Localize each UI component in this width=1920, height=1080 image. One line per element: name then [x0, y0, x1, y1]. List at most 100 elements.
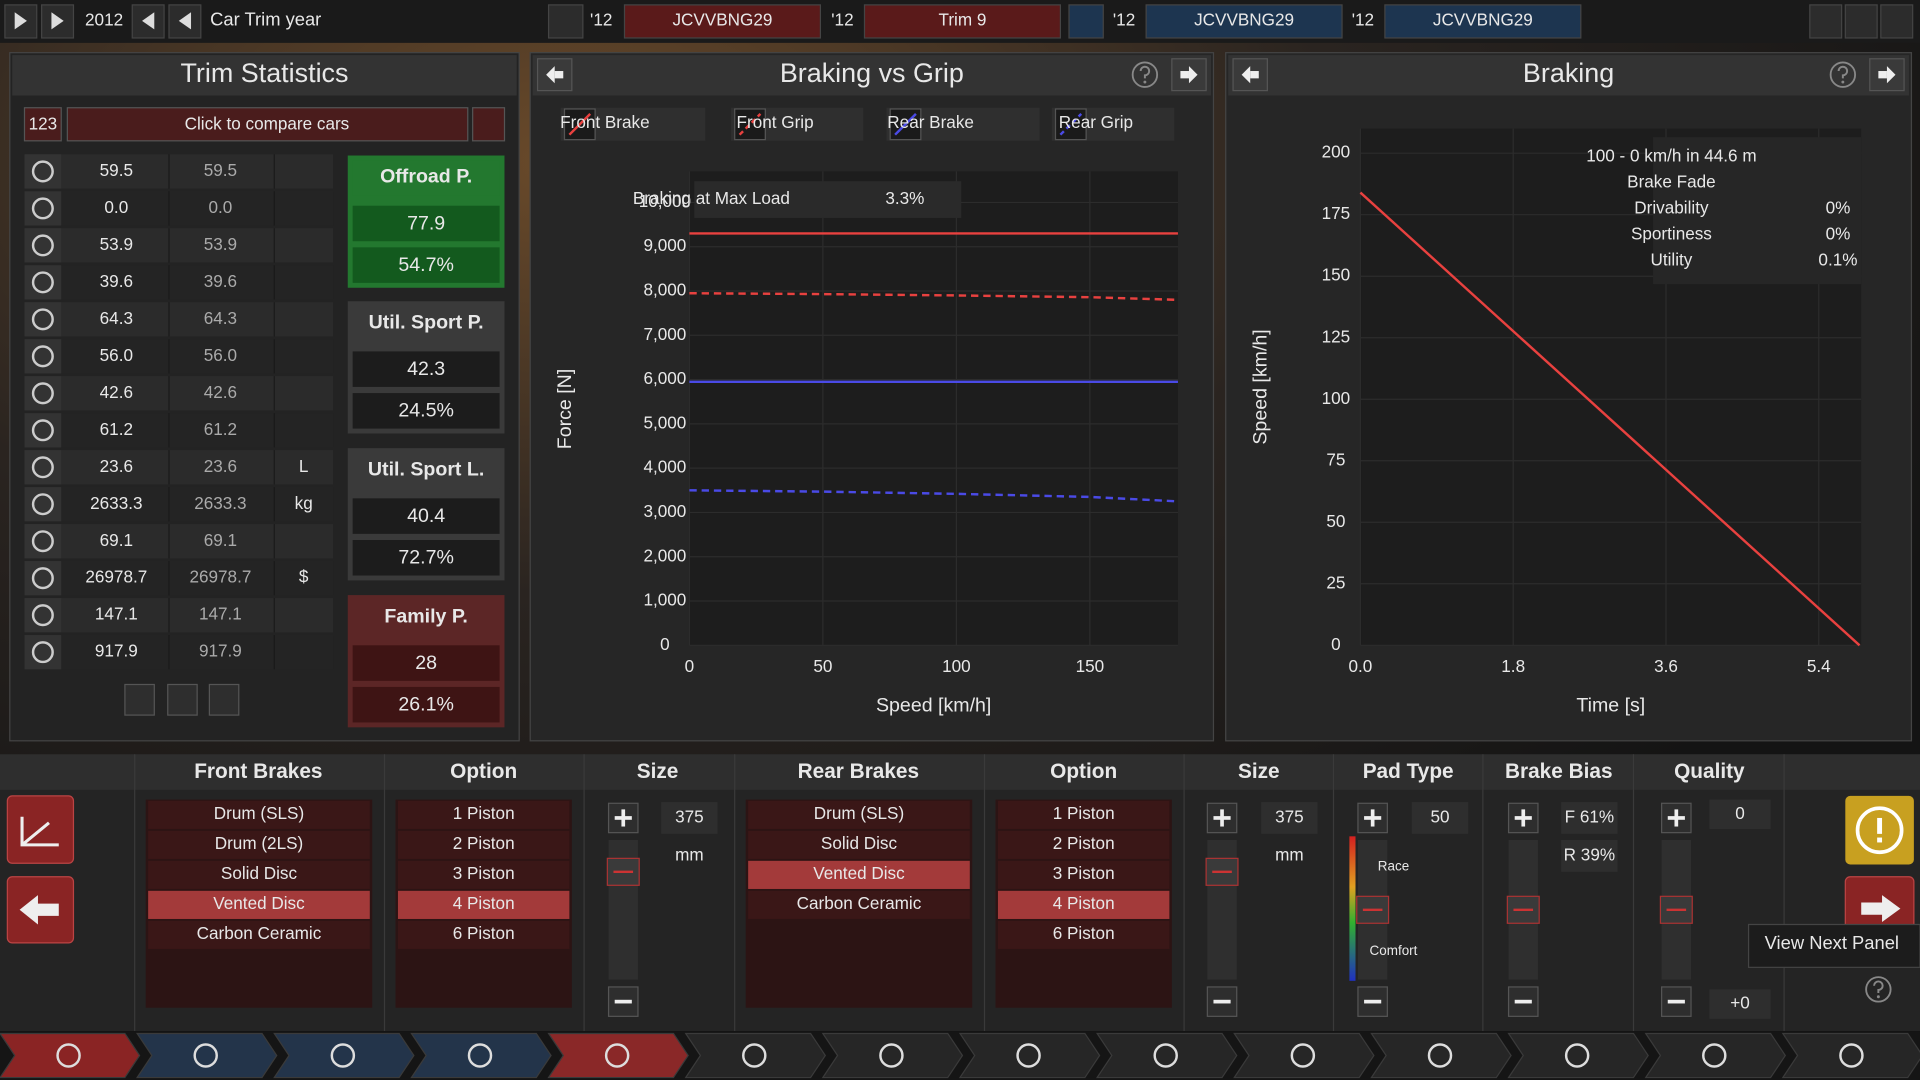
column-header: Size: [637, 760, 679, 783]
option-item[interactable]: [748, 860, 970, 889]
option-label: Carbon Ceramic: [197, 923, 322, 943]
chart-title-bar: [532, 55, 1212, 96]
help-icon[interactable]: [1829, 61, 1857, 88]
nav-tab[interactable]: [1507, 1032, 1649, 1079]
stat-compare: 59.5: [204, 160, 237, 180]
nav-icon: [56, 1043, 81, 1068]
nav-tab[interactable]: [821, 1032, 964, 1079]
minus-button[interactable]: [1661, 986, 1692, 1017]
stat-icon: [31, 271, 54, 294]
option-item[interactable]: [748, 830, 970, 859]
slot-box[interactable]: [1145, 4, 1343, 39]
stat-row: [24, 635, 334, 670]
y-tick-label: 7,000: [643, 324, 686, 344]
stat-icon: [31, 382, 54, 405]
minus-button[interactable]: [1206, 986, 1238, 1017]
help-icon[interactable]: [1131, 61, 1159, 88]
nav-tab[interactable]: [958, 1032, 1101, 1079]
option-item[interactable]: [148, 830, 370, 859]
tool-button[interactable]: [1844, 4, 1878, 39]
stat-tool-button[interactable]: [167, 683, 198, 716]
legend-label: Rear Brake: [887, 112, 974, 132]
nav-icon: [1564, 1043, 1590, 1068]
slot-box[interactable]: [623, 4, 822, 39]
option-item[interactable]: [997, 860, 1170, 889]
option-item[interactable]: [397, 920, 570, 949]
nav-tab[interactable]: [1095, 1032, 1238, 1079]
nav-tab[interactable]: [0, 1032, 141, 1079]
nav-button[interactable]: [4, 4, 38, 39]
option-item[interactable]: [997, 920, 1170, 949]
nav-tab[interactable]: [410, 1032, 552, 1079]
arrow-icon: [1886, 66, 1896, 84]
stat-icon-cell: [24, 561, 62, 596]
compare-icon[interactable]: [472, 107, 506, 142]
stat-value: 64.3: [100, 308, 133, 328]
stat-row: [24, 598, 334, 633]
x-tick-label: 3.6: [1654, 656, 1678, 676]
option-item[interactable]: [997, 890, 1170, 919]
option-item[interactable]: [397, 860, 570, 889]
option-label: Drum (SLS): [814, 803, 904, 823]
nav-tab[interactable]: [1781, 1032, 1920, 1079]
option-item[interactable]: [397, 800, 570, 829]
series-line: [1359, 191, 1861, 647]
option-item[interactable]: [397, 830, 570, 859]
nav-tab[interactable]: [135, 1032, 278, 1079]
option-item[interactable]: [997, 800, 1170, 829]
option-item[interactable]: [748, 800, 970, 829]
slot-icon[interactable]: [547, 4, 584, 39]
slot-box[interactable]: [863, 4, 1062, 39]
nav-tab[interactable]: [1233, 1032, 1375, 1079]
stat-tool-button[interactable]: [208, 683, 240, 716]
info-stat-label: Utility: [1650, 250, 1692, 270]
help-icon[interactable]: [1865, 976, 1892, 1003]
arrow-icon: [14, 12, 27, 30]
option-label: Solid Disc: [221, 863, 298, 883]
option-label: 1 Piston: [453, 803, 515, 823]
stat-icon-cell: [24, 302, 62, 337]
option-label: 6 Piston: [453, 923, 515, 943]
tool-button[interactable]: [1880, 4, 1914, 39]
nav-icon: [742, 1043, 767, 1068]
panel-nav-button[interactable]: [1232, 58, 1268, 92]
column-header: Brake Bias: [1505, 760, 1613, 783]
compare-button[interactable]: [66, 107, 469, 142]
option-item[interactable]: [997, 830, 1170, 859]
stat-tool-button[interactable]: [124, 683, 155, 716]
nav-icon: [1839, 1043, 1864, 1068]
plot-area: [689, 171, 1178, 646]
info-stat-label: Sportiness: [1631, 224, 1712, 244]
nav-tab[interactable]: [684, 1032, 827, 1079]
score-value-box: [352, 205, 500, 242]
slider-handle[interactable]: [606, 857, 640, 886]
stat-compare: 69.1: [204, 530, 237, 550]
slot-box[interactable]: [1384, 4, 1582, 39]
arrow-icon: [142, 12, 155, 30]
x-tick-label: 0: [685, 656, 695, 676]
tool-button[interactable]: [1809, 4, 1843, 39]
stat-row: [24, 154, 334, 189]
nav-tab[interactable]: [273, 1032, 415, 1079]
stat-compare: 53.9: [204, 234, 237, 254]
option-item[interactable]: [148, 860, 370, 889]
nav-tab[interactable]: [1644, 1032, 1787, 1079]
arrow-icon: [554, 71, 564, 79]
help-glyph: [1873, 980, 1884, 994]
option-item[interactable]: [148, 920, 370, 949]
arrow-icon: [546, 66, 555, 84]
option-item[interactable]: [148, 890, 370, 919]
option-item[interactable]: [748, 890, 970, 919]
option-item[interactable]: [148, 800, 370, 829]
slot-icon[interactable]: [1068, 4, 1104, 39]
stat-icon-cell: [24, 524, 62, 559]
nav-tab[interactable]: [1370, 1032, 1512, 1079]
x-axis-label: Speed [km/h]: [876, 695, 991, 717]
quality-offset: +0: [1730, 993, 1750, 1013]
legend-line: [568, 113, 592, 136]
arrow-icon: [1878, 71, 1887, 79]
stat-value: 26978.7: [85, 567, 147, 587]
slot-year: '12: [1113, 9, 1135, 29]
nav-tab[interactable]: [547, 1032, 689, 1079]
option-item[interactable]: [397, 890, 570, 919]
